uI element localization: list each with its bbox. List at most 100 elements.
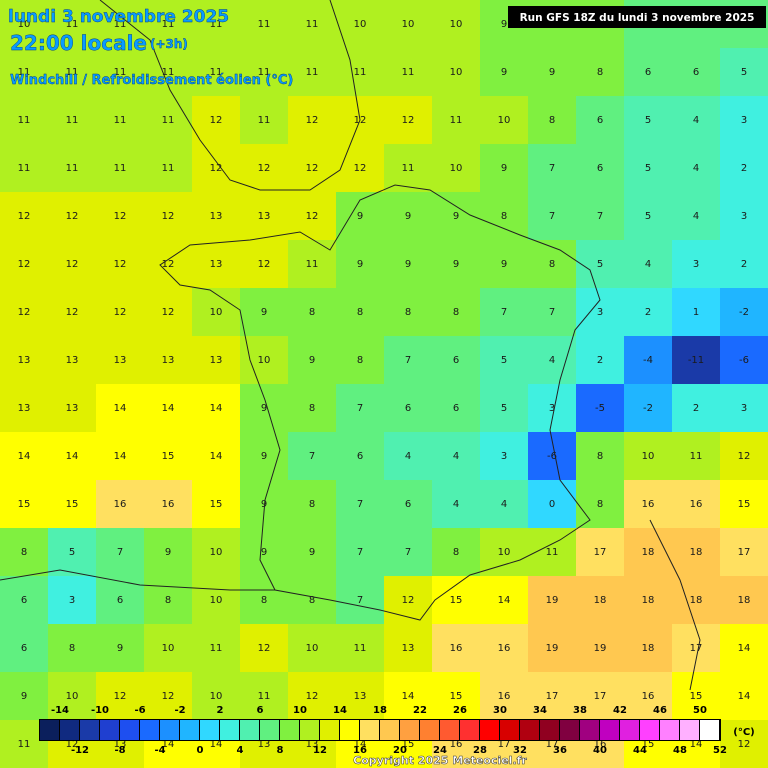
value-cell [528, 672, 577, 721]
colorbar-label: -10 [91, 705, 109, 716]
value-cell [672, 672, 721, 721]
value-label: 12 [258, 259, 271, 270]
value-cell [672, 336, 721, 385]
value-label: 12 [66, 739, 79, 750]
value-label: 7 [549, 211, 555, 222]
value-label: 8 [309, 307, 315, 318]
value-cell [144, 240, 193, 289]
value-label: 12 [306, 211, 319, 222]
value-label: 15 [162, 451, 175, 462]
value-label: 11 [306, 259, 319, 270]
value-label: 8 [453, 307, 459, 318]
value-label: 13 [66, 403, 79, 414]
value-label: 17 [546, 691, 559, 702]
value-cell [336, 528, 385, 577]
value-label: 11 [210, 643, 223, 654]
value-label: 11 [258, 691, 271, 702]
value-label: 8 [501, 211, 507, 222]
value-cell [288, 576, 337, 625]
value-label: 14 [114, 403, 127, 414]
value-label: 12 [210, 163, 223, 174]
value-cell [240, 672, 289, 721]
value-cell [432, 96, 481, 145]
colorbar-label: 4 [237, 745, 244, 756]
value-cell [96, 480, 145, 529]
value-label: 9 [309, 547, 315, 558]
value-cell [288, 528, 337, 577]
value-cell [144, 432, 193, 481]
value-label: 11 [162, 19, 175, 30]
value-label: 6 [597, 115, 603, 126]
value-label: 4 [405, 451, 411, 462]
france-outline [159, 184, 601, 621]
value-cell [288, 384, 337, 433]
value-label: 11 [18, 739, 31, 750]
value-label: 15 [210, 499, 223, 510]
value-label: 16 [450, 643, 463, 654]
value-cell [576, 624, 625, 673]
colorbar-label: 24 [433, 745, 447, 756]
value-cell [192, 384, 241, 433]
value-cell [480, 96, 529, 145]
value-label: 14 [210, 403, 223, 414]
value-cell [384, 528, 433, 577]
value-cell [288, 96, 337, 145]
value-label: 10 [210, 307, 223, 318]
value-cell [432, 384, 481, 433]
colorbar-box [360, 720, 379, 740]
value-cell [48, 288, 97, 337]
value-label: 7 [405, 355, 411, 366]
value-cell [240, 144, 289, 193]
colorbar-label: 16 [353, 745, 367, 756]
value-label: 11 [66, 163, 79, 174]
value-cell [624, 432, 673, 481]
value-label: 3 [741, 115, 747, 126]
colorbar-box [660, 720, 679, 740]
value-cell [672, 288, 721, 337]
value-label: 6 [357, 451, 363, 462]
colorbar-box [600, 720, 619, 740]
value-label: 8 [549, 259, 555, 270]
value-label: 18 [690, 595, 703, 606]
value-label: 9 [501, 67, 507, 78]
value-label: 13 [306, 739, 319, 750]
value-label: 12 [258, 643, 271, 654]
value-cell [576, 240, 625, 289]
value-cell [432, 480, 481, 529]
value-cell [480, 240, 529, 289]
colorbar-label: 14 [333, 705, 347, 716]
value-cell [48, 384, 97, 433]
value-label: 11 [402, 67, 415, 78]
colorbar-label: 46 [653, 705, 667, 716]
value-cell [192, 96, 241, 145]
value-label: 17 [594, 691, 607, 702]
value-label: 14 [402, 691, 415, 702]
value-cell [240, 192, 289, 241]
copyright: Copyright 2025 Meteociel.fr [353, 754, 527, 767]
value-cell [480, 480, 529, 529]
value-cell [0, 528, 49, 577]
value-cell [0, 432, 49, 481]
value-cell [624, 144, 673, 193]
value-label: 15 [402, 739, 415, 750]
value-cell [720, 288, 768, 337]
value-cell [96, 384, 145, 433]
value-label: 10 [66, 691, 79, 702]
value-cell [528, 336, 577, 385]
value-label: 0 [549, 499, 555, 510]
value-label: 18 [642, 547, 655, 558]
colorbar-label: -2 [174, 705, 185, 716]
value-label: -6 [739, 355, 749, 366]
value-label: 12 [18, 211, 31, 222]
value-label: 14 [114, 451, 127, 462]
value-label: 9 [309, 355, 315, 366]
value-label: -6 [547, 451, 557, 462]
value-cell [384, 576, 433, 625]
value-label: 12 [114, 307, 127, 318]
colorbar-label: 20 [393, 745, 407, 756]
value-cell [48, 192, 97, 241]
value-cell [288, 624, 337, 673]
value-label: 8 [261, 595, 267, 606]
value-cell [624, 480, 673, 529]
